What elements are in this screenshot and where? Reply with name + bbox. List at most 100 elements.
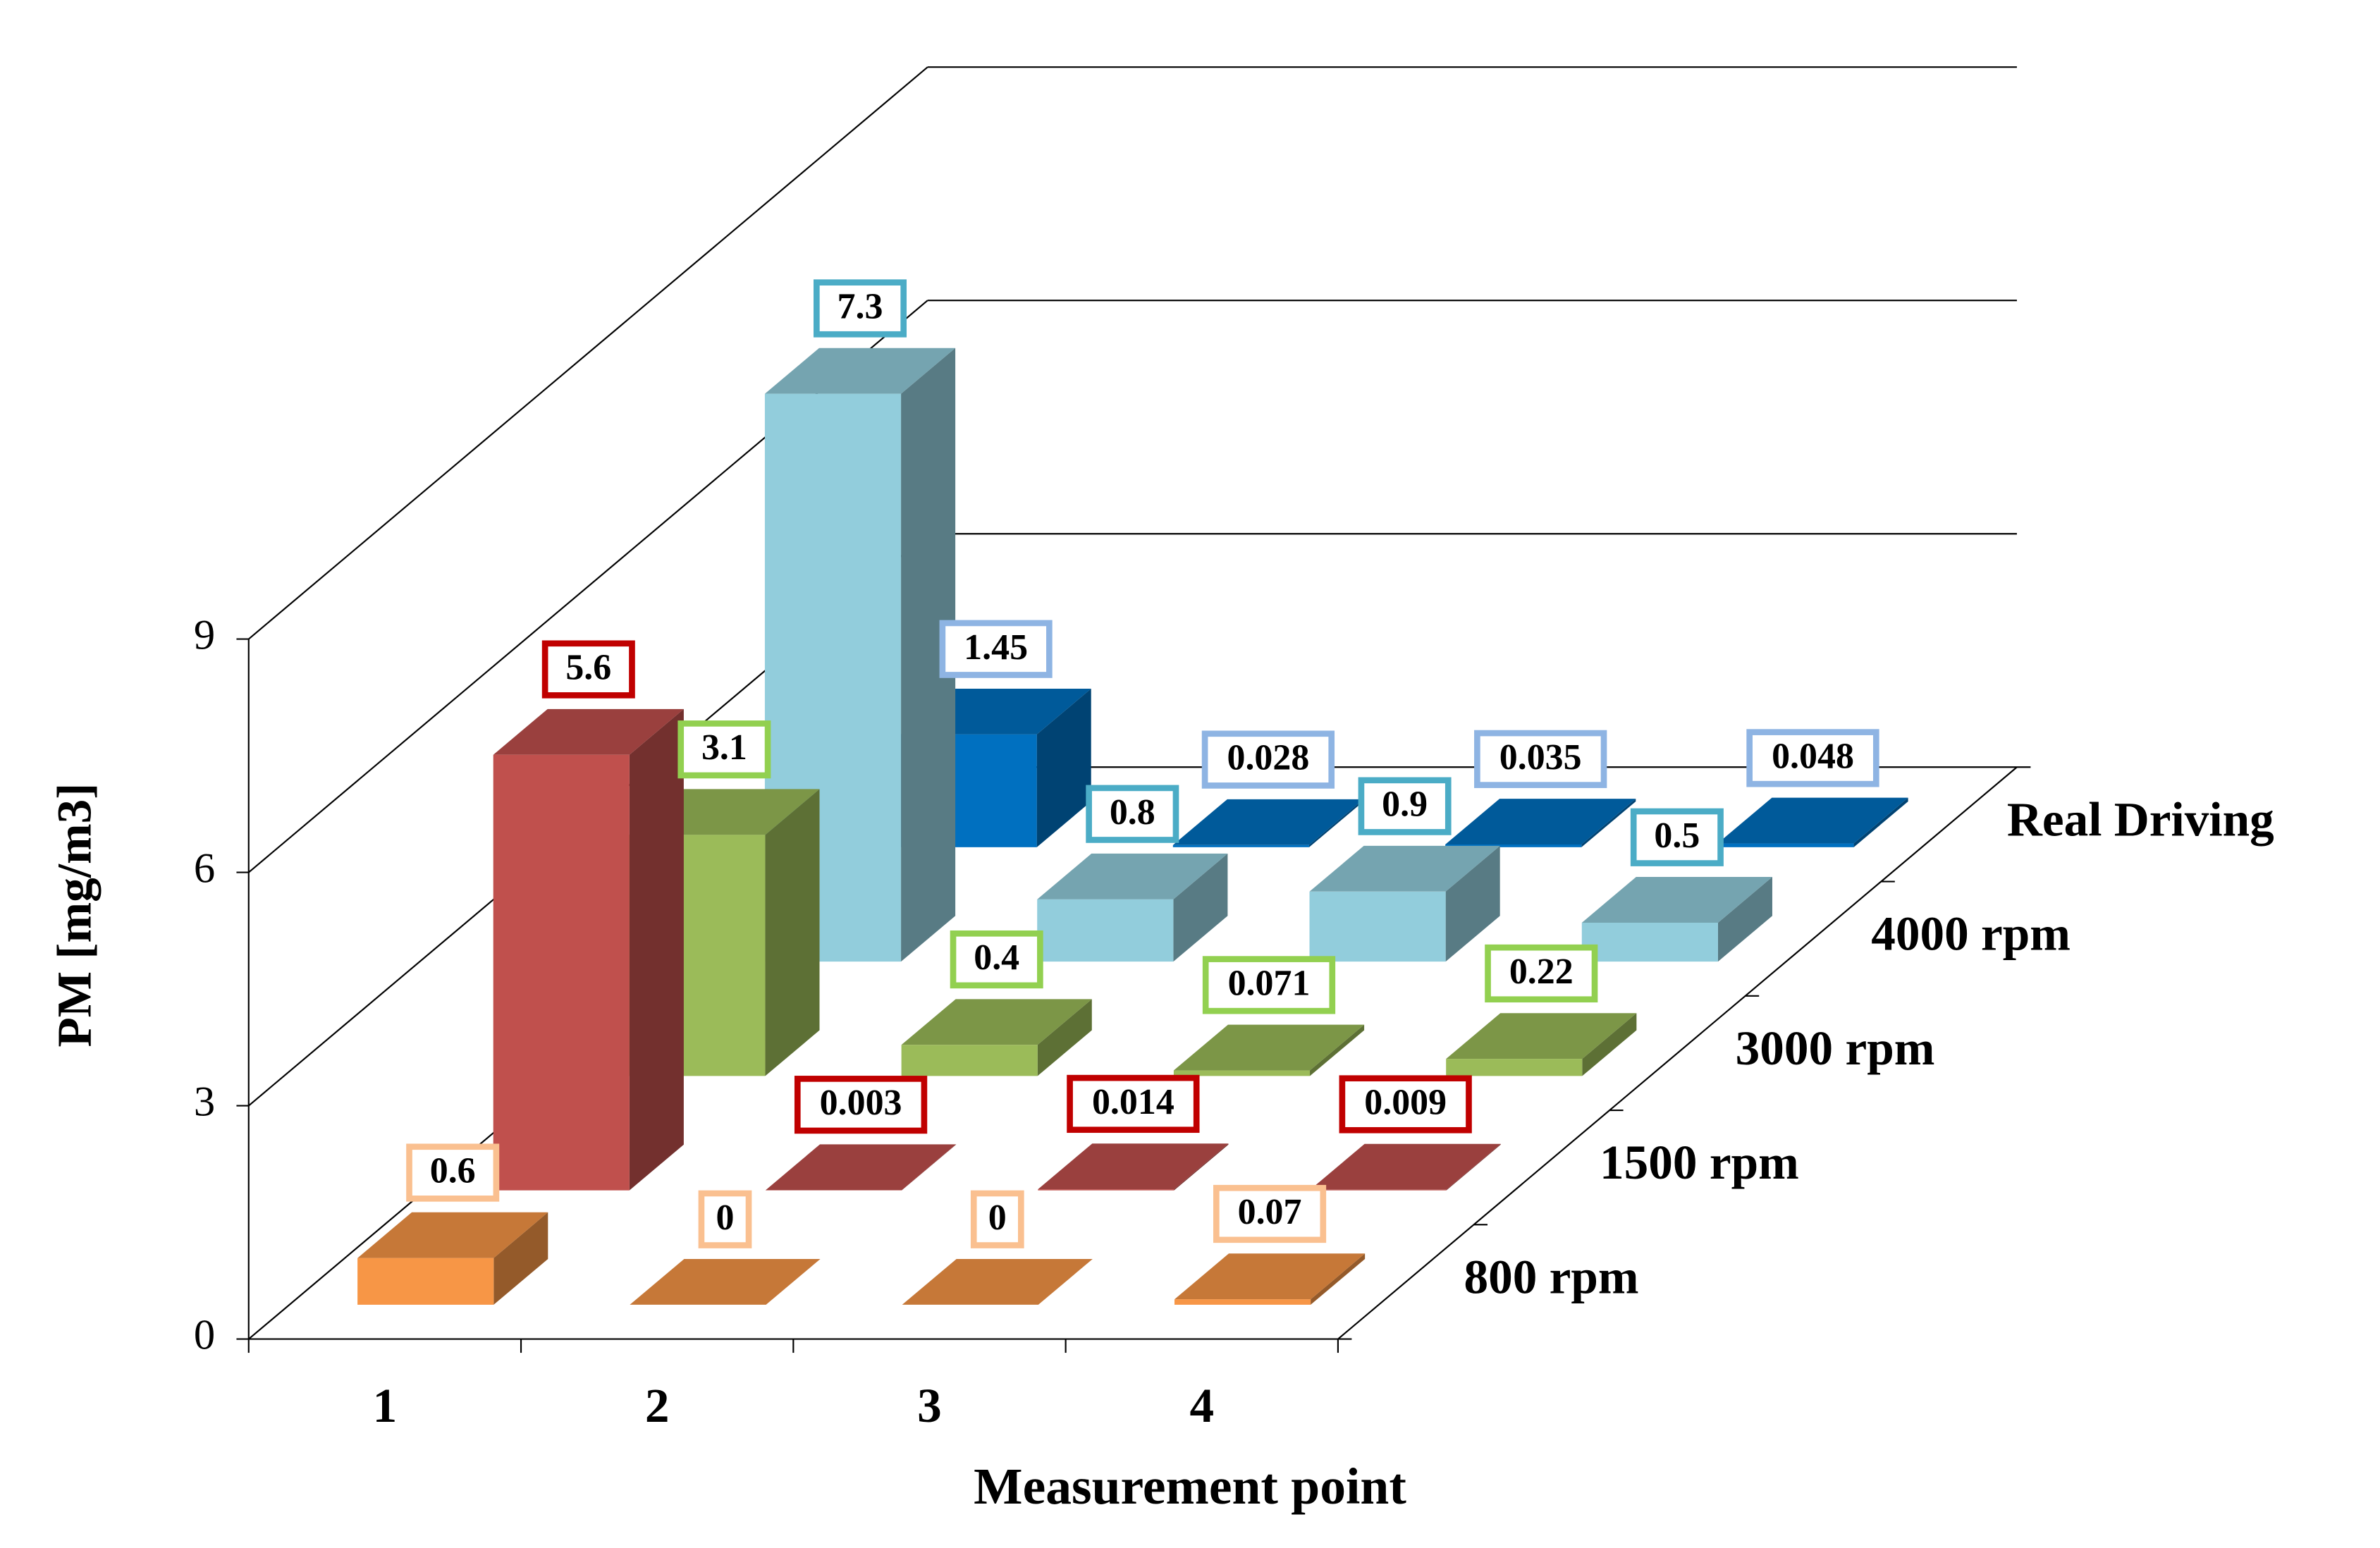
data-label-text: 0.9: [1382, 785, 1428, 825]
data-label: 0.014: [1067, 1074, 1200, 1134]
data-label-box: [950, 930, 1043, 989]
data-label-text: 0.014: [1092, 1082, 1174, 1122]
data-label-text: 0.035: [1499, 737, 1582, 778]
data-label-box: [1485, 944, 1598, 1003]
bar-top: [1445, 799, 1636, 844]
bar-top: [630, 1259, 821, 1305]
bar: [493, 708, 684, 1191]
bar-front: [1310, 1189, 1447, 1191]
data-label-box: [698, 1190, 752, 1248]
data-label-text: 5.6: [565, 648, 611, 688]
data-label-text: 0.071: [1228, 963, 1311, 1003]
legend-label: 800 rpm: [1464, 1249, 1638, 1303]
data-label-text: 0.07: [1238, 1192, 1302, 1232]
bar-side: [901, 348, 956, 962]
bar-side: [1446, 1143, 1501, 1191]
data-label-text: 3.1: [701, 727, 747, 768]
data-label: 0.4: [950, 930, 1043, 989]
data-label: 0.071: [1202, 956, 1336, 1014]
x-tick-label: 2: [645, 1378, 670, 1432]
bar-top: [357, 1212, 548, 1258]
data-label-box: [970, 1190, 1024, 1248]
bar-front: [493, 754, 630, 1191]
data-label-box: [1358, 777, 1452, 835]
legend-label: 3000 rpm: [1736, 1021, 1935, 1075]
bar-top: [1310, 1143, 1501, 1190]
data-label: 0: [698, 1190, 752, 1248]
data-label: 0.048: [1746, 729, 1879, 787]
y-tick-label: 9: [194, 611, 215, 658]
x-tick-label: 4: [1189, 1378, 1214, 1432]
x-tick-label: 3: [917, 1378, 942, 1432]
bar-side: [1311, 1253, 1366, 1305]
bar-side: [1717, 877, 1772, 962]
bar-front: [357, 1258, 494, 1305]
bar-front: [1309, 891, 1446, 962]
bar: [1445, 799, 1636, 847]
data-label: 5.6: [541, 640, 635, 699]
data-label-text: 0.8: [1110, 792, 1155, 833]
legend-label: 1500 rpm: [1600, 1135, 1799, 1189]
bar-side: [1173, 853, 1228, 962]
bar: [766, 1144, 957, 1191]
data-label-box: [794, 1076, 928, 1134]
data-label-text: 0.5: [1654, 816, 1700, 856]
bar-side: [1174, 1143, 1229, 1191]
data-label-box: [1630, 808, 1724, 866]
data-label-text: 0.009: [1364, 1083, 1447, 1123]
data-label: 0.5: [1630, 808, 1724, 866]
bar: [1446, 1013, 1637, 1076]
grid-line: [248, 66, 928, 640]
data-label: 3.1: [677, 720, 771, 779]
bar-front: [1174, 1299, 1311, 1305]
y-tick-label: 0: [194, 1312, 215, 1359]
bar: [901, 999, 1092, 1076]
data-label: 0.028: [1201, 730, 1335, 789]
data-label-box: [1213, 1184, 1327, 1243]
x-tick-label: 1: [373, 1378, 398, 1432]
bar-top: [764, 348, 956, 394]
data-label: 7.3: [814, 279, 907, 338]
data-label-box: [1086, 785, 1179, 843]
bar: [1174, 1253, 1366, 1305]
y-tick-label: 3: [194, 1078, 215, 1125]
bar: [1581, 877, 1772, 962]
data-label-text: 0.6: [430, 1151, 476, 1191]
bar-top: [1172, 799, 1364, 845]
bar-top: [1581, 877, 1772, 923]
bar-top: [1037, 853, 1228, 899]
data-label-text: 0.048: [1772, 736, 1854, 776]
bar: [1037, 853, 1228, 962]
bar-top: [1038, 1143, 1229, 1190]
bar-top: [902, 1259, 1093, 1305]
axis-line: [1337, 766, 2018, 1340]
bar-top: [766, 1144, 957, 1191]
data-label: 0.003: [794, 1076, 928, 1134]
bar-top: [1446, 1013, 1637, 1059]
data-label-box: [541, 640, 635, 699]
data-label-text: 0.4: [974, 938, 1019, 978]
data-label-box: [1746, 729, 1879, 787]
bar-side: [902, 1144, 957, 1191]
legend-label: Real Driving: [2007, 792, 2274, 846]
bar-side: [1853, 797, 1908, 847]
data-label-text: 7.3: [838, 287, 883, 327]
bar-front: [1038, 1189, 1174, 1191]
bar-side: [1308, 799, 1364, 847]
data-label: 0: [970, 1190, 1024, 1248]
data-label-box: [406, 1143, 500, 1202]
data-label-text: 0: [716, 1198, 735, 1238]
data-label-text: 0.003: [820, 1083, 902, 1123]
y-tick-label: 6: [194, 844, 215, 892]
bar: [1172, 799, 1364, 847]
bar-front: [1445, 844, 1582, 847]
bar: [902, 1259, 1093, 1305]
bar-side: [1581, 799, 1636, 847]
bar-front: [1173, 1070, 1311, 1076]
data-label-text: 0: [988, 1198, 1007, 1238]
bar: [1310, 1143, 1501, 1191]
data-label: 0.8: [1086, 785, 1179, 843]
bar-front: [901, 1045, 1038, 1076]
data-label: 0.035: [1474, 730, 1607, 788]
